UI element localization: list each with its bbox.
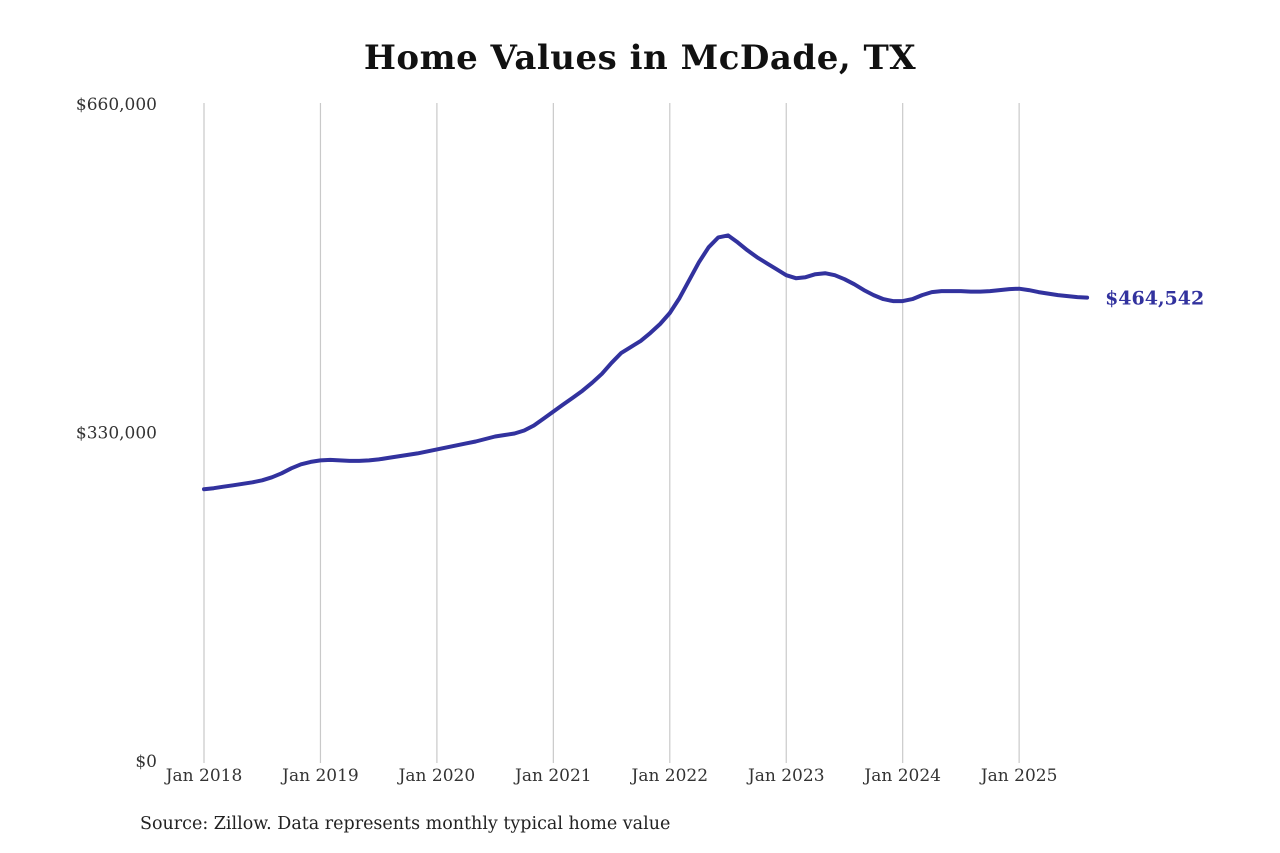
y-axis-tick-label: $660,000 xyxy=(76,95,157,115)
chart-title: Home Values in McDade, TX xyxy=(363,38,917,78)
x-axis-tick-label: Jan 2025 xyxy=(979,766,1058,786)
y-axis-tick-label: $330,000 xyxy=(76,424,157,444)
y-axis-tick-label: $0 xyxy=(135,752,157,772)
x-axis-tick-label: Jan 2020 xyxy=(397,766,476,786)
x-axis-tick-label: Jan 2021 xyxy=(513,766,592,786)
x-axis-tick-label: Jan 2024 xyxy=(862,766,941,786)
end-value-label: $464,542 xyxy=(1105,288,1204,310)
source-note: Source: Zillow. Data represents monthly … xyxy=(140,814,671,834)
home-value-line xyxy=(202,233,1090,492)
x-axis-tick-label: Jan 2023 xyxy=(746,766,825,786)
x-axis-tick-label: Jan 2022 xyxy=(630,766,709,786)
x-axis-tick-label: Jan 2018 xyxy=(164,766,243,786)
x-axis-tick-label: Jan 2019 xyxy=(280,766,359,786)
